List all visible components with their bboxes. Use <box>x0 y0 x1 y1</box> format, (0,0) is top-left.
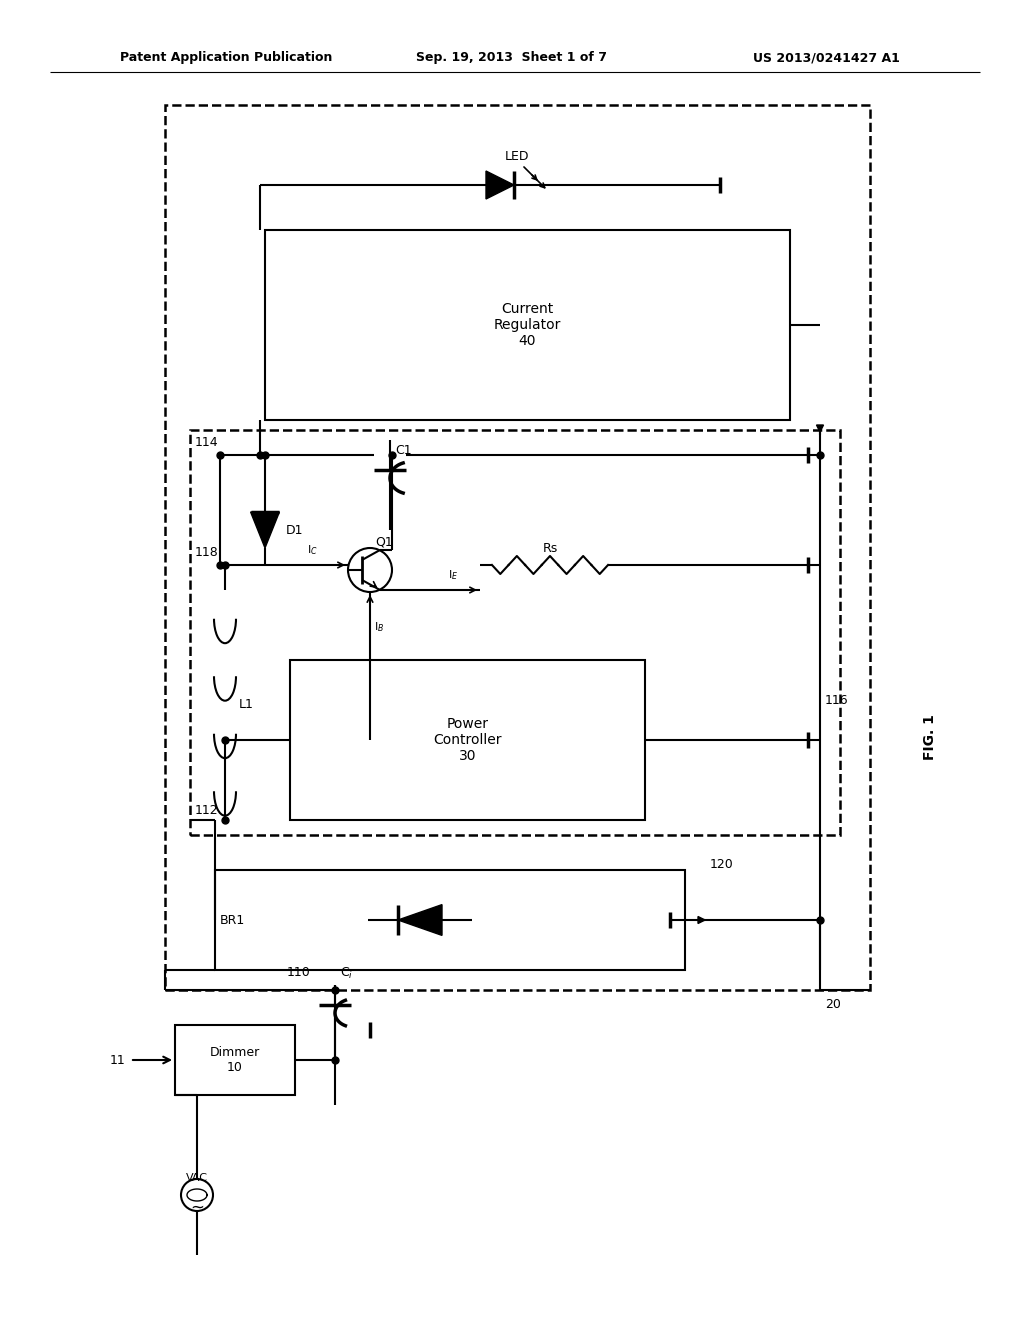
Bar <box>290 660 645 820</box>
Text: 20: 20 <box>825 998 841 1011</box>
Text: C1: C1 <box>395 444 412 457</box>
Text: Current
Regulator
40: Current Regulator 40 <box>494 302 561 348</box>
Text: 120: 120 <box>710 858 734 871</box>
Bar <box>175 1026 295 1096</box>
Text: Dimmer
10: Dimmer 10 <box>210 1045 260 1074</box>
Bar <box>165 106 870 990</box>
Polygon shape <box>816 425 823 432</box>
Bar <box>190 430 840 836</box>
Text: Q1: Q1 <box>375 536 393 549</box>
Text: 11: 11 <box>110 1053 125 1067</box>
Text: I$_E$: I$_E$ <box>447 568 458 582</box>
Text: Rs: Rs <box>543 543 558 556</box>
Polygon shape <box>486 172 514 199</box>
Text: VAC: VAC <box>186 1173 208 1183</box>
Text: Power
Controller
30: Power Controller 30 <box>433 717 502 763</box>
Bar <box>265 230 790 420</box>
Text: I$_B$: I$_B$ <box>374 620 384 634</box>
Polygon shape <box>398 904 442 936</box>
Polygon shape <box>698 916 705 924</box>
Text: BR1: BR1 <box>220 913 246 927</box>
Text: LED: LED <box>505 150 529 164</box>
Text: D1: D1 <box>286 524 303 536</box>
Text: 112: 112 <box>195 804 219 817</box>
Bar <box>215 870 685 970</box>
Text: 116: 116 <box>825 693 849 706</box>
Text: Sep. 19, 2013  Sheet 1 of 7: Sep. 19, 2013 Sheet 1 of 7 <box>417 51 607 65</box>
Text: 114: 114 <box>195 437 219 450</box>
Text: 118: 118 <box>195 546 219 560</box>
Text: FIG. 1: FIG. 1 <box>923 714 937 760</box>
Text: Patent Application Publication: Patent Application Publication <box>120 51 333 65</box>
Polygon shape <box>251 512 280 548</box>
Text: 110: 110 <box>287 966 310 979</box>
Text: ~: ~ <box>190 1199 204 1217</box>
Text: C$_i$: C$_i$ <box>340 965 353 981</box>
Text: US 2013/0241427 A1: US 2013/0241427 A1 <box>753 51 900 65</box>
Text: I$_C$: I$_C$ <box>307 544 318 557</box>
Text: L1: L1 <box>239 698 254 711</box>
